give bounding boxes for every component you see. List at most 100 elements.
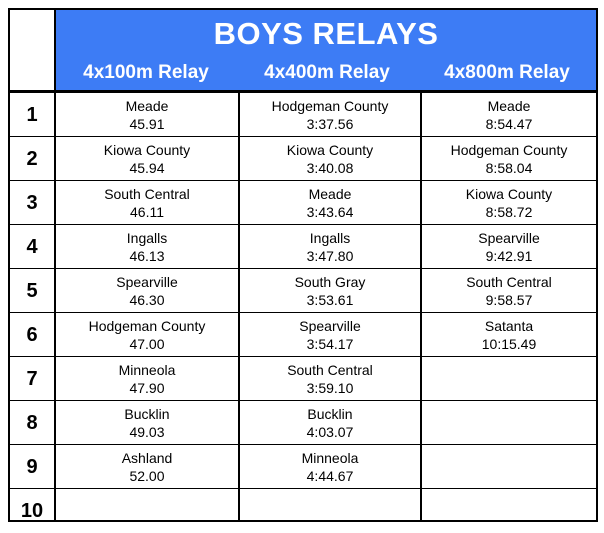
team-name: South Central [287,362,373,378]
team-name: Spearville [116,274,178,290]
result-time: 3:37.56 [306,116,354,132]
row-divider [56,488,596,489]
result-cell: Kiowa County 8:58.72 [422,181,596,225]
result-cell: Bucklin 4:03.07 [240,401,420,445]
result-time: 8:54.47 [485,116,533,132]
rank-number: 9 [10,445,54,489]
team-name: South Central [466,274,552,290]
result-cell: Satanta 10:15.49 [422,313,596,357]
result-time: 46.11 [130,204,164,220]
rank-column: 1 2 3 4 5 6 7 8 9 10 [10,93,56,522]
result-cell: South Central 9:58.57 [422,269,596,313]
result-time: 45.94 [129,160,165,176]
result-cell: Hodgeman County 47.00 [56,313,238,357]
corner-cell [10,10,56,90]
result-cell: Kiowa County 3:40.08 [240,137,420,181]
team-name: Kiowa County [103,142,191,158]
rank-number: 5 [10,269,54,313]
result-time: 46.13 [129,248,165,264]
result-time: 49.03 [129,424,165,440]
row-divider [56,356,596,357]
result-cell: South Central 46.11 [56,181,238,225]
team-name: Satanta [484,318,534,334]
team-name: Hodgeman County [88,318,206,334]
result-time: 8:58.72 [485,204,533,220]
result-time: 3:59.10 [306,380,354,396]
team-name: Bucklin [124,406,170,422]
rank-number: 6 [10,313,54,357]
row-divider [56,400,596,401]
team-name: Minneola [301,450,359,466]
result-time: 3:40.08 [306,160,354,176]
result-time: 4:03.07 [306,424,354,440]
column-header-4x100: 4x100m Relay [83,62,209,83]
team-name: Spearville [299,318,361,334]
column-4x100: Meade 45.91 Kiowa County 45.94 South Central… [56,93,238,520]
result-time: 45.91 [129,116,165,132]
result-cell: Meade 45.91 [56,93,238,137]
result-cell: Spearville 3:54.17 [240,313,420,357]
result-cell [422,489,596,533]
results-table: BOYS RELAYS 4x100m Relay 4x400m Relay 4x… [8,8,598,522]
row-divider [56,224,596,225]
result-time: 9:42.91 [485,248,533,264]
rank-number: 10 [20,500,44,522]
team-name: Hodgeman County [450,142,568,158]
result-time: 9:58.57 [485,292,533,308]
result-time: 3:53.61 [306,292,354,308]
result-cell: Bucklin 49.03 [56,401,238,445]
result-time: 46.30 [129,292,165,308]
result-cell: Hodgeman County 8:58.04 [422,137,596,181]
team-name: Meade [125,98,169,114]
result-time: 3:43.64 [306,204,354,220]
result-cell: Meade 3:43.64 [240,181,420,225]
result-cell [422,401,596,445]
result-cell [422,357,596,401]
result-cell: Kiowa County 45.94 [56,137,238,181]
team-name: Hodgeman County [271,98,389,114]
result-time: 47.90 [129,380,165,396]
team-name: South Gray [294,274,366,290]
column-4x400: Hodgeman County 3:37.56 Kiowa County 3:40.0… [238,93,420,520]
result-cell [56,489,238,533]
result-cell: Minneola 47.90 [56,357,238,401]
team-name: South Central [104,186,190,202]
rank-number: 2 [10,137,54,181]
result-time: 8:58.04 [485,160,533,176]
team-name: Meade [308,186,352,202]
row-divider [56,444,596,445]
rank-number: 4 [10,225,54,269]
column-4x800: Meade 8:54.47 Hodgeman County 8:58.04 Kiowa … [420,93,596,520]
team-name: Ingalls [309,230,351,246]
team-name: Bucklin [307,406,353,422]
row-divider [56,180,596,181]
team-name: Ingalls [126,230,168,246]
result-time: 47.00 [129,336,165,352]
rank-number: 7 [10,357,54,401]
result-cell: South Gray 3:53.61 [240,269,420,313]
rank-number: 8 [10,401,54,445]
result-cell: Ingalls 3:47.80 [240,225,420,269]
rank-number: 1 [10,93,54,137]
team-name: Minneola [118,362,176,378]
result-cell: Hodgeman County 3:37.56 [240,93,420,137]
column-header-4x800: 4x800m Relay [444,62,570,83]
result-time: 3:54.17 [306,336,354,352]
rank-number: 3 [10,181,54,225]
team-name: Spearville [478,230,540,246]
result-time: 3:47.80 [306,248,354,264]
result-cell: Ashland 52.00 [56,445,238,489]
team-name: Ashland [121,450,173,466]
row-divider [56,136,596,137]
team-name: Meade [487,98,531,114]
result-time: 10:15.49 [481,336,537,352]
result-time: 4:44.67 [306,468,354,484]
result-time: 52.00 [129,468,165,484]
team-name: Kiowa County [286,142,374,158]
result-cell: South Central 3:59.10 [240,357,420,401]
result-cell [240,489,420,533]
result-cell: Spearville 9:42.91 [422,225,596,269]
result-cell [422,445,596,489]
table-header: BOYS RELAYS 4x100m Relay 4x400m Relay 4x… [56,10,596,90]
header-divider [10,90,596,93]
